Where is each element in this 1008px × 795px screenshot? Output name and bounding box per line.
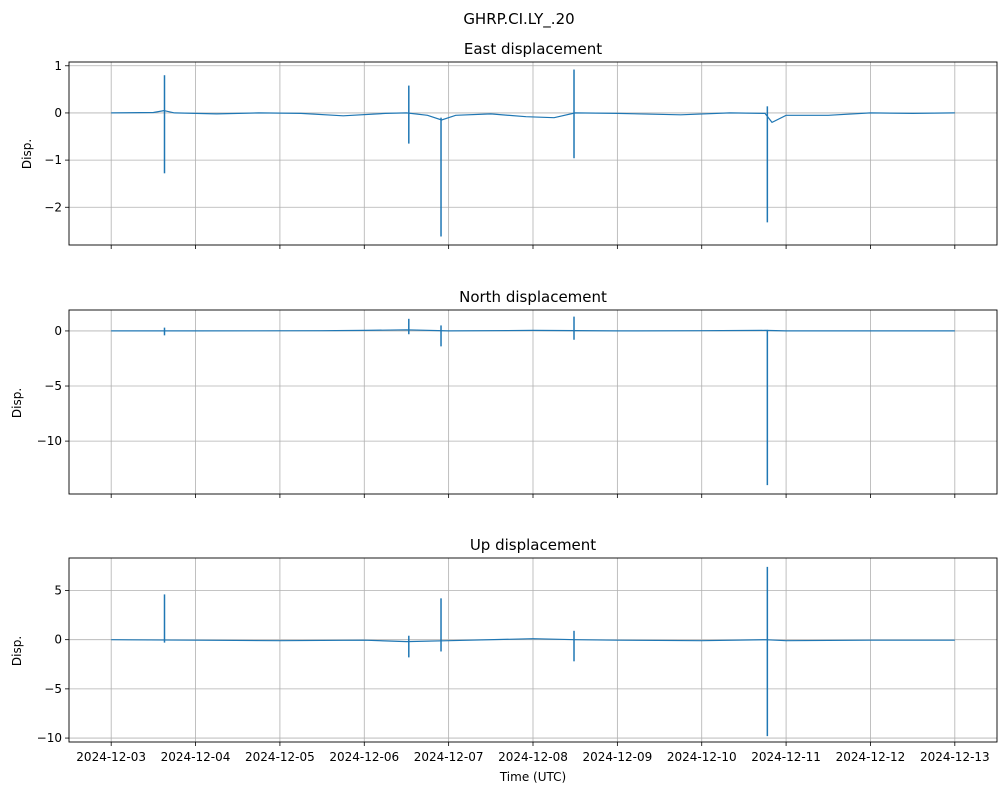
y-axis-label: Disp. <box>10 388 24 418</box>
y-axis-label: Disp. <box>10 636 24 666</box>
x-tick-label: 2024-12-03 <box>76 750 146 764</box>
y-tick-label: −5 <box>44 379 62 393</box>
axes-frame <box>68 309 998 495</box>
plot-area: 2024-12-03 2024-12-04 2024-12-05 2024-12-06… <box>37 557 998 764</box>
plot-area: 1 0 −1 −2 <box>44 59 998 249</box>
plot-area: 0 −5 −10 <box>37 309 998 498</box>
figure-suptitle: GHRP.CI.LY_.20 <box>463 10 574 29</box>
y-tick-label: −10 <box>37 434 62 448</box>
panel-east: East displacement Disp. 1 0 −1 −2 <box>20 40 998 249</box>
x-axis-label: Time (UTC) <box>499 770 566 784</box>
series-line <box>111 638 955 643</box>
x-tick-label: 2024-12-06 <box>329 750 399 764</box>
y-tick-label: 1 <box>54 59 62 73</box>
y-tick-label: 0 <box>54 324 62 338</box>
x-tick-label: 2024-12-10 <box>667 750 737 764</box>
y-tick-label: −1 <box>44 153 62 167</box>
y-tick-label: 0 <box>54 106 62 120</box>
y-tick-label: −2 <box>44 200 62 214</box>
panel-title: Up displacement <box>470 536 596 554</box>
panel-title: North displacement <box>459 288 607 306</box>
y-tick-label: 5 <box>54 583 62 597</box>
x-tick-label: 2024-12-05 <box>245 750 315 764</box>
x-tick-label: 2024-12-04 <box>161 750 231 764</box>
x-tick-label: 2024-12-12 <box>836 750 906 764</box>
panel-north: North displacement Disp. 0 −5 −10 <box>10 288 998 498</box>
x-tick-label: 2024-12-11 <box>751 750 821 764</box>
panel-up: Up displacement Disp. 2024-12-03 2024-12-… <box>10 536 998 764</box>
series-line <box>111 329 955 332</box>
axes-frame <box>68 557 998 743</box>
y-tick-label: −5 <box>44 682 62 696</box>
y-axis-label: Disp. <box>20 139 34 169</box>
x-tick-label: 2024-12-09 <box>582 750 652 764</box>
x-tick-label: 2024-12-07 <box>414 750 484 764</box>
y-tick-label: −10 <box>37 731 62 745</box>
panel-title: East displacement <box>464 40 602 58</box>
series-line <box>111 109 955 124</box>
x-tick-label: 2024-12-08 <box>498 750 568 764</box>
x-tick-label: 2024-12-13 <box>920 750 990 764</box>
y-tick-label: 0 <box>54 633 62 647</box>
axes-frame <box>68 61 998 246</box>
